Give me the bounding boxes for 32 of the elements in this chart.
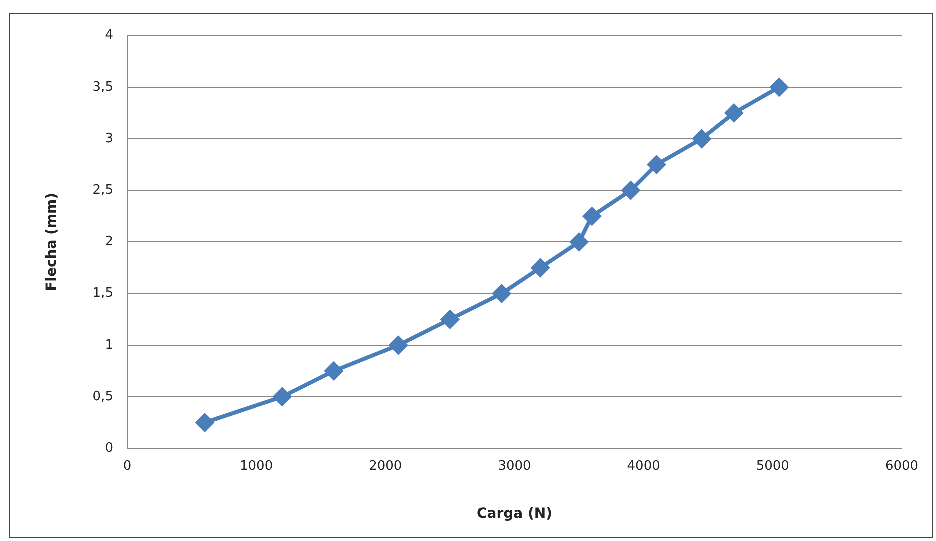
point [390, 336, 408, 354]
point [532, 259, 550, 277]
point [648, 156, 666, 174]
y-tick-label: 3 [105, 131, 114, 146]
y-axis-title: Flecha (mm) [44, 192, 60, 292]
point [325, 362, 344, 380]
x-tick-label: 3000 [498, 458, 532, 474]
y-tick-label: 0 [105, 440, 114, 456]
point [273, 388, 292, 406]
x-tick-label: 1000 [240, 458, 274, 474]
point [492, 284, 511, 303]
x-tick-label: 4000 [627, 458, 660, 474]
point [570, 233, 588, 252]
x-axis-title: Carga (N) [476, 506, 552, 522]
point [692, 130, 711, 148]
y-tick-label: 4 [105, 28, 114, 44]
x-tick-label: 0 [123, 458, 132, 474]
y-tick-label: 3,5 [92, 80, 114, 95]
point [622, 182, 640, 200]
x-tick-label: 6000 [885, 458, 919, 474]
y-tick-label: 0,5 [92, 389, 114, 404]
point [770, 78, 788, 96]
point [583, 207, 602, 226]
y-tick-label: 1 [105, 338, 114, 353]
y-tick-label: 2 [105, 234, 114, 250]
y-tick-label: 2,5 [92, 182, 114, 198]
y-tick-label: 1,5 [92, 286, 114, 302]
x-tick-label: 2000 [369, 458, 402, 474]
point [725, 104, 744, 122]
x-tick-label: 5000 [756, 458, 790, 474]
point [441, 310, 460, 329]
point [196, 414, 214, 432]
